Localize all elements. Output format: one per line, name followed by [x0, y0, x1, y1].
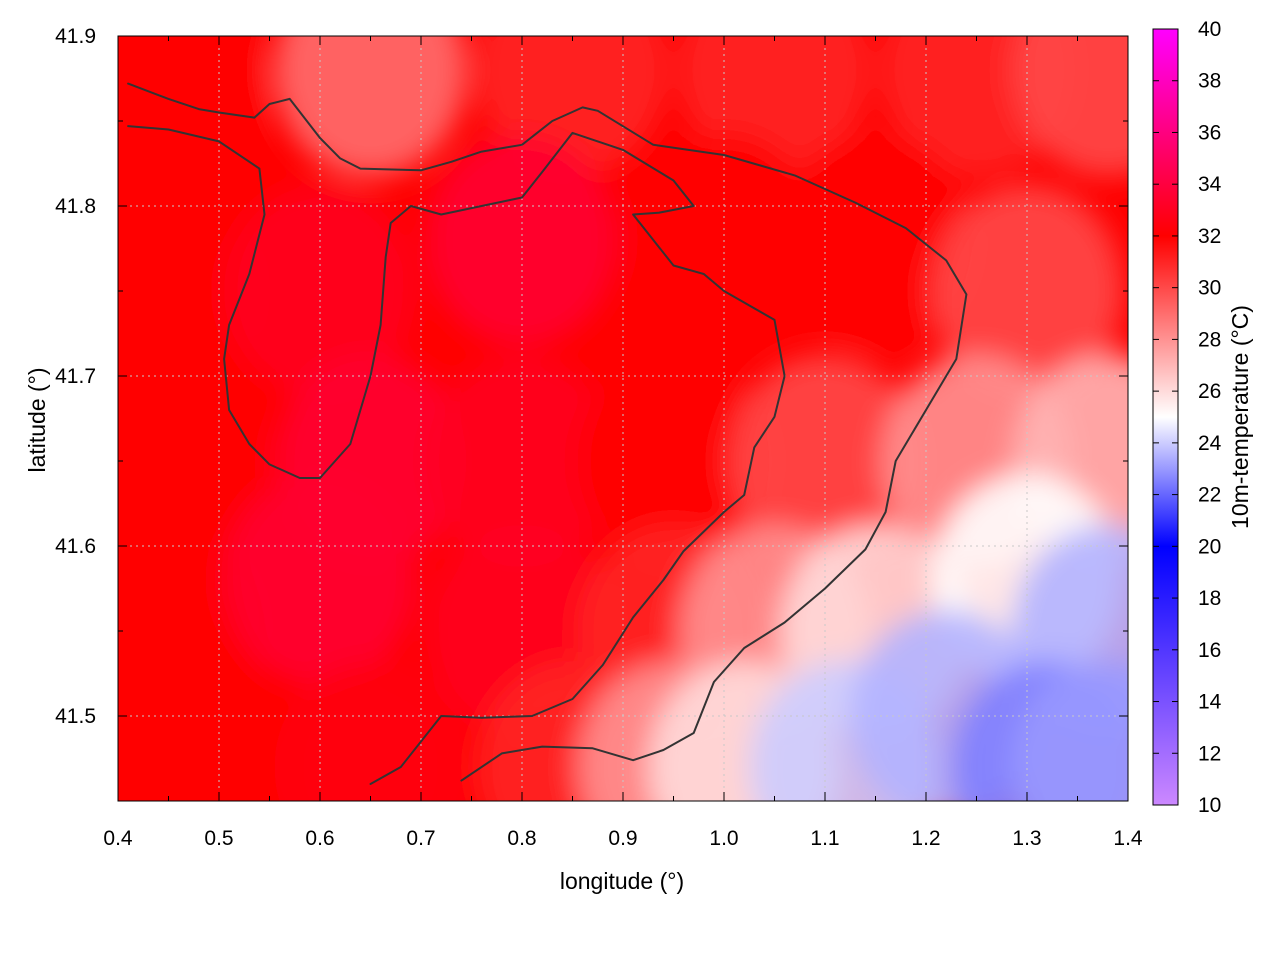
x-axis: 0.4 0.5 0.6 0.7 0.8 0.9 1.0 1.1 1.2 1.3 1.4 [103, 36, 1143, 850]
y-axis-label: latitude (°) [24, 367, 50, 472]
colorbar-tick-label: 14 [1198, 691, 1222, 714]
heat-sample [274, 660, 467, 801]
x-tick-label: 0.4 [103, 827, 133, 850]
colorbar-tick-label: 20 [1198, 535, 1221, 558]
x-tick-label: 1.1 [810, 827, 839, 850]
colorbar-tick-label: 10 [1198, 794, 1221, 817]
colorbar-tick-label: 38 [1198, 70, 1221, 93]
colorbar-tick-label: 26 [1198, 380, 1221, 403]
colorbar-tick-label: 30 [1198, 277, 1221, 300]
heat-sample [931, 184, 1123, 398]
colorbar-tick-label: 18 [1198, 587, 1221, 610]
heat-sample [118, 354, 265, 568]
heat-sample [1011, 660, 1128, 801]
heat-field [118, 36, 1128, 801]
colorbar-tick-label: 12 [1198, 742, 1221, 765]
x-tick-label: 1.0 [709, 827, 738, 850]
heat-sample [426, 354, 618, 568]
x-tick-label: 1.4 [1113, 827, 1143, 850]
heat-sample [1011, 36, 1128, 177]
colorbar-tick-label: 24 [1198, 432, 1222, 455]
contour-lines [127, 82, 968, 785]
x-tick-label: 0.8 [507, 827, 536, 850]
x-tick-label: 0.9 [608, 827, 637, 850]
y-tick-label: 41.7 [55, 365, 96, 388]
y-tick-label: 41.8 [55, 195, 96, 218]
contour-line [127, 125, 786, 785]
x-tick-label: 0.7 [406, 827, 435, 850]
heat-sample [118, 36, 265, 194]
x-tick-label: 1.3 [1012, 827, 1041, 850]
y-tick-label: 41.9 [55, 25, 96, 48]
y-axis: 41.5 41.6 41.7 41.8 41.9 [55, 25, 1128, 802]
colorbar-tick-label: 32 [1198, 225, 1221, 248]
heat-field-samples [118, 36, 1128, 801]
x-tick-label: 0.6 [305, 827, 334, 850]
heat-sample [224, 473, 416, 687]
heat-sample [118, 660, 265, 801]
y-tick-label: 41.6 [55, 535, 96, 558]
y-tick-label: 41.5 [55, 705, 96, 728]
colorbar-tick-label: 28 [1198, 328, 1221, 351]
colorbar-gradient [1152, 28, 1179, 806]
colorbar-label: 10m-temperature (°C) [1227, 305, 1253, 529]
heat-sample [118, 184, 265, 398]
colorbar-tick-label: 22 [1198, 484, 1221, 507]
contour-line [127, 82, 968, 782]
heat-sample [779, 133, 972, 347]
x-tick-label: 1.2 [911, 827, 940, 850]
colorbar-tick-label: 16 [1198, 639, 1221, 662]
x-tick-label: 0.5 [204, 827, 233, 850]
colorbar: 10 12 14 16 18 20 22 24 26 28 30 32 34 36 38 40 [1152, 18, 1222, 817]
colorbar-tick-label: 40 [1198, 18, 1221, 41]
heat-sample [224, 184, 416, 398]
colorbar-tick-label: 34 [1198, 173, 1222, 196]
x-axis-label: longitude (°) [560, 868, 684, 894]
colorbar-tick-label: 36 [1198, 121, 1221, 144]
colorbar-ticks: 10 12 14 16 18 20 22 24 26 28 30 32 34 36 38 40 [1153, 18, 1222, 817]
